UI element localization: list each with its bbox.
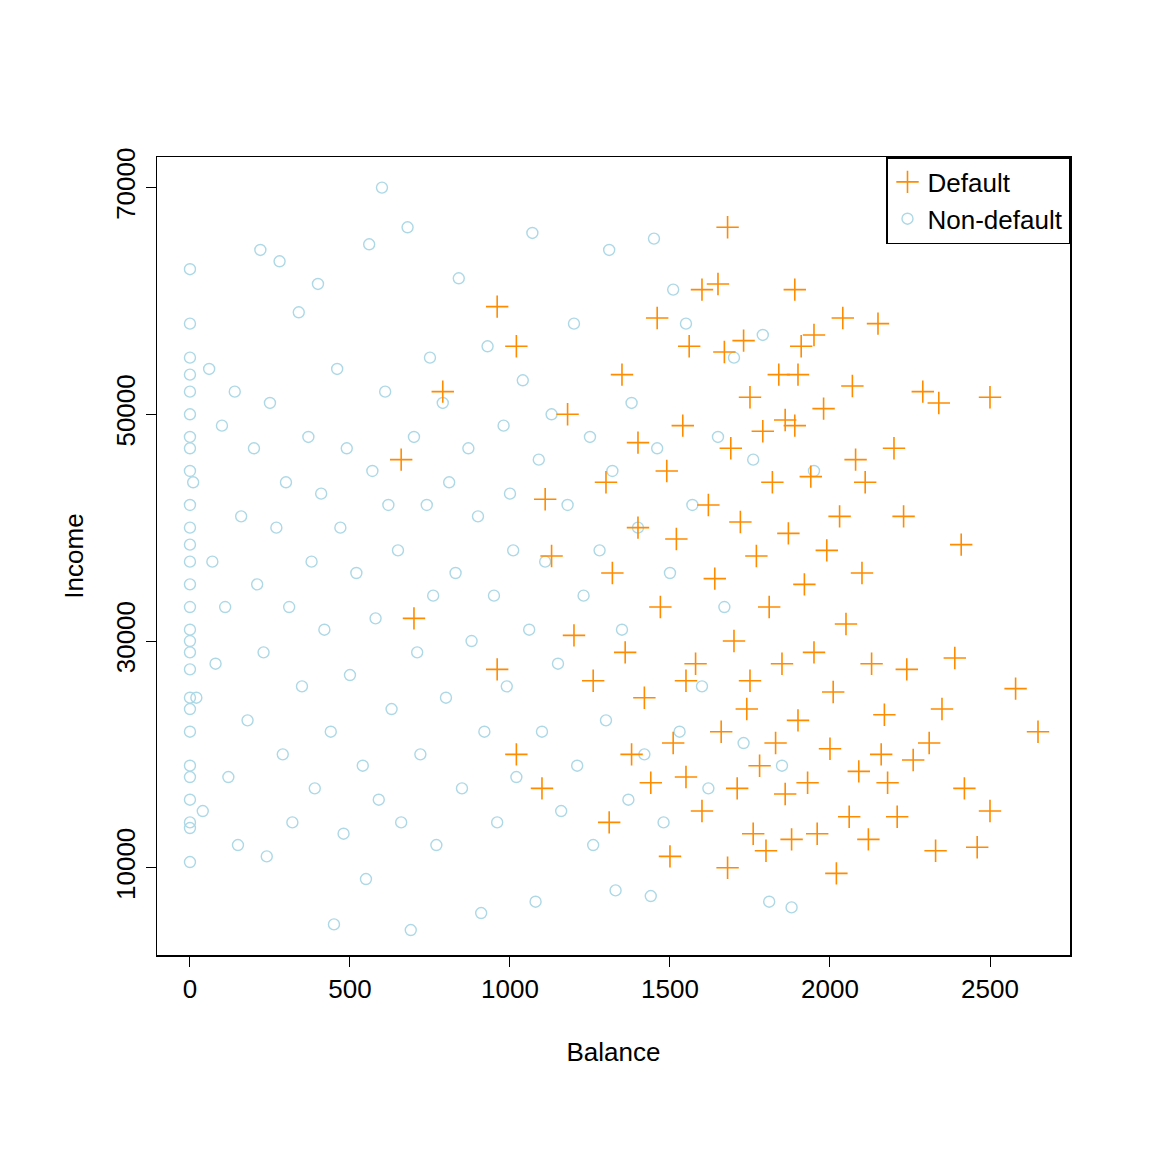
svg-text:10000: 10000 <box>111 828 141 900</box>
svg-text:1500: 1500 <box>641 974 699 1004</box>
svg-text:0: 0 <box>183 974 197 1004</box>
svg-text:Default: Default <box>928 168 1011 198</box>
svg-text:70000: 70000 <box>111 148 141 220</box>
svg-text:1000: 1000 <box>481 974 539 1004</box>
svg-text:Income: Income <box>59 513 89 598</box>
svg-text:2000: 2000 <box>801 974 859 1004</box>
svg-text:30000: 30000 <box>111 601 141 673</box>
svg-text:2500: 2500 <box>961 974 1019 1004</box>
svg-text:500: 500 <box>328 974 371 1004</box>
svg-text:Non-default: Non-default <box>928 205 1063 235</box>
svg-text:Balance: Balance <box>567 1037 661 1067</box>
svg-text:50000: 50000 <box>111 374 141 446</box>
